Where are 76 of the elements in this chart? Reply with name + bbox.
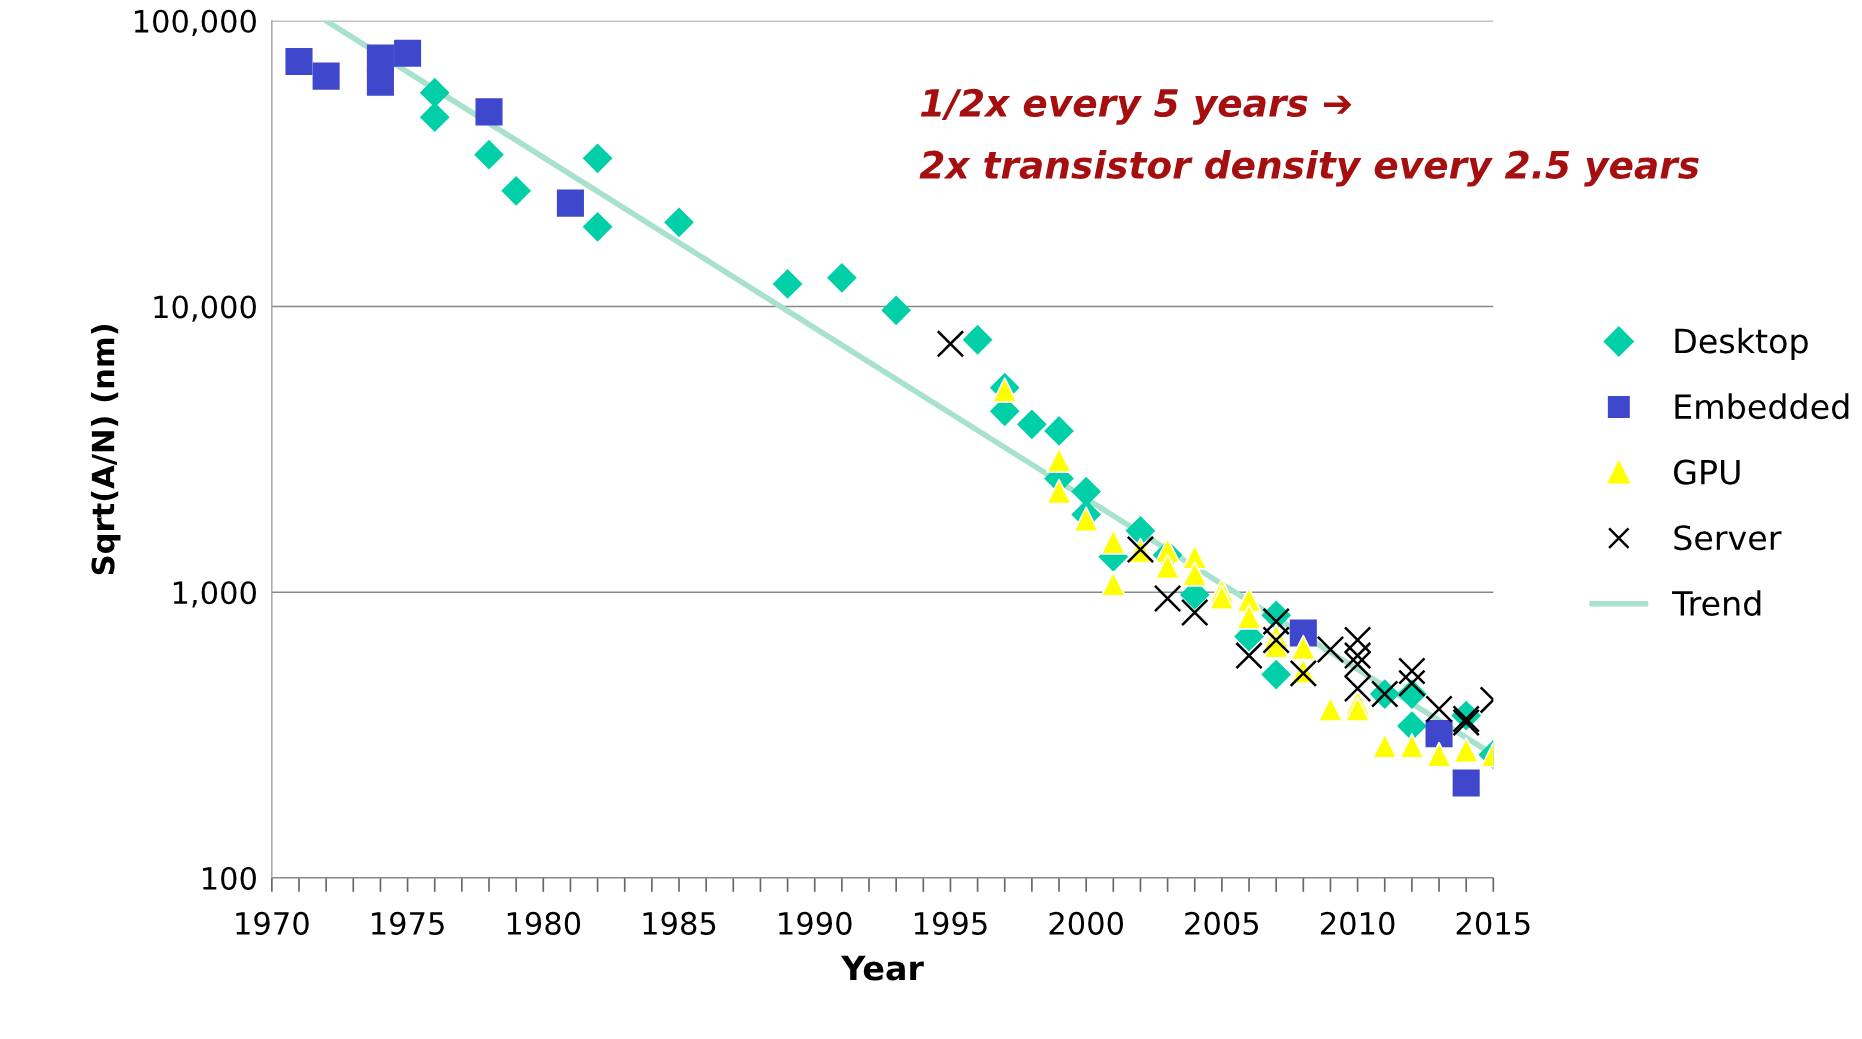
x-tick-label: 1985 xyxy=(643,911,716,935)
point xyxy=(1317,696,1344,722)
x-tick-label: 1975 xyxy=(372,911,444,935)
point xyxy=(1290,634,1317,661)
point xyxy=(1452,769,1480,797)
y-tick-label: 1,000 xyxy=(173,581,256,608)
point xyxy=(1181,560,1208,587)
annotation: 2x transistor density every 2.5 years xyxy=(919,149,1699,187)
point xyxy=(1262,607,1291,636)
point xyxy=(1343,650,1372,679)
point xyxy=(881,295,912,326)
annotation: 1/2x every 5 years ➔ xyxy=(920,88,1352,125)
point xyxy=(1100,570,1127,597)
point xyxy=(1236,603,1262,630)
point xyxy=(1180,598,1209,627)
point xyxy=(582,143,613,174)
y-tick-label: 10,000 xyxy=(154,295,256,322)
point xyxy=(582,211,613,242)
point xyxy=(826,262,857,293)
point xyxy=(1100,529,1127,555)
legend-label: Embedded xyxy=(1675,393,1849,420)
legend-label: Desktop xyxy=(1675,327,1808,361)
x-tick-label: 2005 xyxy=(1185,911,1259,935)
point xyxy=(1425,695,1453,723)
point xyxy=(556,189,584,217)
x-tick-label: 2015 xyxy=(1456,911,1530,935)
point xyxy=(312,62,340,90)
x-tick-label: 2000 xyxy=(1049,911,1124,935)
point xyxy=(1343,626,1372,654)
point xyxy=(1426,741,1452,768)
legend-label: GPU xyxy=(1674,459,1740,485)
point xyxy=(419,77,450,108)
x-tick-label: 1970 xyxy=(236,911,309,935)
point xyxy=(962,324,993,355)
point xyxy=(1453,737,1480,764)
point xyxy=(1261,659,1292,690)
point xyxy=(936,330,965,358)
point xyxy=(1425,720,1453,748)
point xyxy=(419,102,450,133)
point xyxy=(1399,732,1425,759)
x-tick-label: 1995 xyxy=(914,911,987,935)
point xyxy=(1343,674,1372,703)
y-tick-label: 100,000 xyxy=(134,9,256,36)
x-axis-title: Year xyxy=(840,955,924,981)
point xyxy=(1153,584,1182,613)
point xyxy=(366,68,394,96)
point xyxy=(1316,635,1345,664)
legend-label: Server xyxy=(1674,525,1782,551)
x-tick-label: 1990 xyxy=(779,911,852,935)
point xyxy=(664,207,694,238)
point xyxy=(1371,732,1398,759)
y-axis-title: Sqrt(A/N) (nm) xyxy=(90,324,121,575)
x-tick-label: 2010 xyxy=(1320,911,1395,935)
point xyxy=(1235,641,1263,670)
point xyxy=(1046,478,1072,505)
point xyxy=(1125,515,1156,546)
point xyxy=(1396,711,1427,741)
point xyxy=(394,39,422,67)
point xyxy=(475,98,503,126)
point xyxy=(772,268,803,299)
point xyxy=(501,175,532,206)
x-tick-label: 1980 xyxy=(507,911,581,935)
point xyxy=(1044,416,1074,446)
point xyxy=(1398,669,1426,698)
point xyxy=(1154,553,1181,580)
legend-label: Trend xyxy=(1672,590,1761,616)
point xyxy=(1016,409,1047,440)
point xyxy=(1209,584,1235,611)
point xyxy=(1073,506,1100,533)
point xyxy=(1344,696,1371,722)
point xyxy=(1398,657,1426,685)
y-tick-label: 100 xyxy=(203,866,256,890)
point xyxy=(1046,447,1072,473)
point xyxy=(474,139,504,170)
point xyxy=(1343,641,1372,670)
point xyxy=(285,48,313,76)
